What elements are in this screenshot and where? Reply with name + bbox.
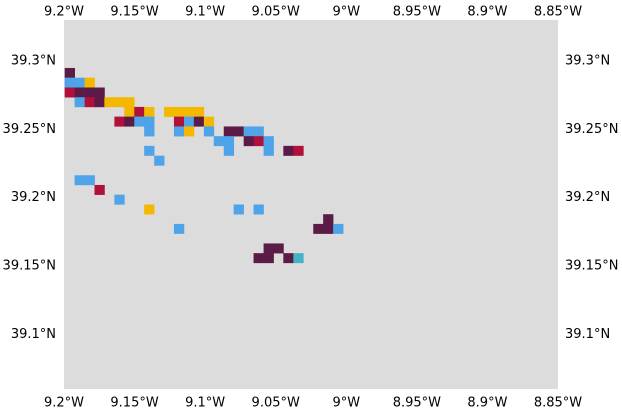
y-tick-label-right: 39.1°N	[565, 327, 610, 342]
x-tick-label-top: 8.85°W	[534, 5, 582, 20]
grid-cell-blue	[253, 204, 264, 215]
grid-cell-crimson	[114, 116, 125, 127]
grid-cell-gold	[114, 97, 125, 108]
grid-cell-maroon	[84, 87, 95, 98]
grid-cell-blue	[223, 145, 235, 156]
grid-cells-layer	[64, 67, 344, 264]
grid-cell-maroon	[323, 214, 334, 225]
x-tick-label-bottom: 9.2°W	[44, 396, 84, 411]
grid-cell-gold	[104, 97, 115, 108]
grid-cell-gold	[124, 97, 135, 108]
grid-cell-blue	[64, 77, 75, 88]
y-tick-label-left: 39.3°N	[11, 54, 56, 69]
y-tick-label-right: 39.25°N	[565, 122, 618, 137]
grid-cell-maroon	[193, 116, 205, 127]
grid-cell-maroon	[263, 253, 274, 264]
grid-cell-blue	[134, 116, 145, 127]
grid-cell-maroon	[94, 87, 105, 98]
x-tick-label-bottom: 9.05°W	[252, 396, 300, 411]
grid-cell-blue	[263, 136, 274, 147]
y-tick-label-left: 39.1°N	[11, 327, 56, 342]
grid-cell-blue	[183, 116, 195, 127]
grid-cell-blue	[74, 97, 85, 108]
grid-cell-blue	[213, 136, 225, 147]
grid-cell-gold	[84, 77, 95, 88]
grid-cell-gold	[203, 116, 215, 127]
y-tick-label-right: 39.2°N	[565, 190, 610, 205]
grid-cell-maroon	[323, 223, 334, 234]
grid-cell-blue	[333, 223, 344, 234]
grid-cell-crimson	[173, 116, 185, 127]
grid-cell-gold	[173, 106, 185, 117]
grid-cell-gold	[183, 106, 195, 117]
x-tick-label-bottom: 8.95°W	[393, 396, 441, 411]
left-latitude-ticks: 39.3°N 39.25°N 39.2°N 39.15°N 39.1°N	[3, 54, 56, 342]
grid-cell-blue	[74, 175, 85, 186]
grid-cell-maroon	[74, 87, 85, 98]
x-tick-label-top: 9.05°W	[252, 5, 300, 20]
grid-cell-maroon	[64, 67, 75, 78]
y-tick-label-right: 39.3°N	[565, 54, 610, 69]
grid-cell-maroon	[223, 126, 235, 137]
grid-cell-maroon	[243, 136, 254, 147]
grid-cell-gold	[193, 106, 205, 117]
grid-cell-blue	[173, 223, 185, 234]
grid-cell-crimson	[134, 106, 145, 117]
grid-cell-maroon	[313, 223, 324, 234]
x-tick-label-bottom: 9°W	[332, 396, 360, 411]
grid-cell-blue	[263, 145, 274, 156]
y-tick-label-right: 39.15°N	[565, 259, 618, 274]
x-tick-label-top: 8.9°W	[467, 5, 507, 20]
grid-cell-crimson	[84, 97, 95, 108]
y-tick-label-left: 39.25°N	[3, 122, 56, 137]
grid-cell-blue	[144, 145, 155, 156]
grid-cell-maroon	[283, 145, 294, 156]
map-background	[64, 20, 558, 389]
grid-cell-gold	[124, 106, 135, 117]
grid-cell-blue	[203, 126, 215, 137]
grid-cell-maroon	[253, 253, 264, 264]
x-tick-label-bottom: 9.1°W	[185, 396, 225, 411]
y-tick-label-left: 39.15°N	[3, 259, 56, 274]
grid-cell-blue	[233, 204, 244, 215]
grid-cell-gold	[164, 106, 175, 117]
grid-cell-blue	[223, 136, 235, 147]
bottom-longitude-ticks: 9.2°W 9.15°W 9.1°W 9.05°W 9°W 8.95°W 8.9°W 8.85…	[44, 396, 582, 411]
grid-cell-crimson	[94, 184, 105, 195]
grid-cell-blue	[74, 77, 85, 88]
grid-cell-maroon	[263, 243, 274, 254]
grid-cell-maroon	[233, 126, 244, 137]
x-tick-label-bottom: 8.85°W	[534, 396, 582, 411]
grid-cell-blue	[114, 194, 125, 205]
y-tick-label-left: 39.2°N	[11, 190, 56, 205]
x-tick-label-top: 9.15°W	[110, 5, 158, 20]
grid-cell-maroon	[94, 97, 105, 108]
grid-cell-blue	[173, 126, 185, 137]
grid-cell-maroon	[273, 243, 284, 254]
grid-cell-blue	[144, 116, 155, 127]
grid-cell-gold	[183, 126, 195, 137]
grid-cell-blue	[84, 175, 95, 186]
grid-cell-crimson	[64, 87, 75, 98]
grid-cell-blue	[253, 126, 264, 137]
x-tick-label-top: 8.95°W	[393, 5, 441, 20]
grid-cell-maroon	[124, 116, 135, 127]
grid-cell-maroon	[283, 253, 294, 264]
grid-cell-crimson	[253, 136, 264, 147]
grid-cell-blue	[243, 126, 254, 137]
grid-cell-teal	[293, 253, 304, 264]
x-tick-label-bottom: 9.15°W	[110, 396, 158, 411]
top-longitude-ticks: 9.2°W 9.15°W 9.1°W 9.05°W 9°W 8.95°W 8.9°W 8.85…	[44, 5, 582, 20]
x-tick-label-bottom: 8.9°W	[467, 396, 507, 411]
grid-cell-blue	[144, 126, 155, 137]
grid-cell-gold	[144, 106, 155, 117]
grid-cell-crimson	[293, 145, 304, 156]
x-tick-label-top: 9.2°W	[44, 5, 84, 20]
right-latitude-ticks: 39.3°N 39.25°N 39.2°N 39.15°N 39.1°N	[565, 54, 618, 342]
grid-cell-gold	[144, 204, 155, 215]
x-tick-label-top: 9°W	[332, 5, 360, 20]
x-tick-label-top: 9.1°W	[185, 5, 225, 20]
grid-cell-blue	[154, 155, 165, 166]
